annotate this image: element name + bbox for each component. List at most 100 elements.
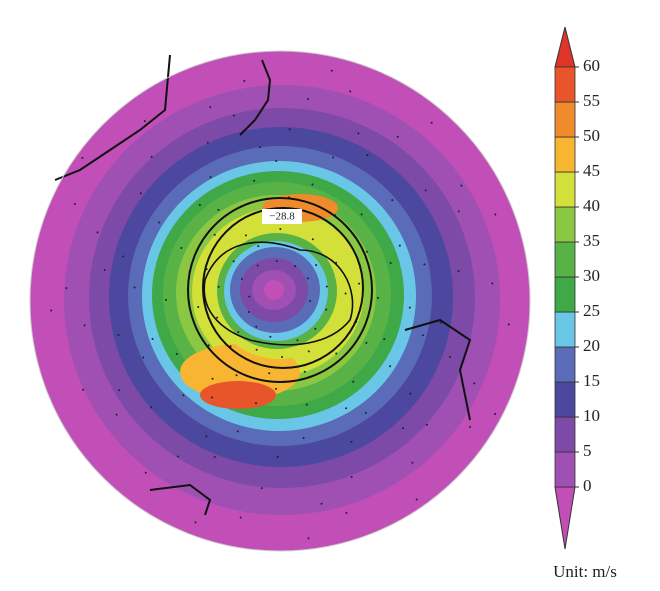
grid-dot xyxy=(366,154,369,157)
grid-dot xyxy=(117,333,120,336)
grid-dot xyxy=(345,511,348,514)
colorbar-bin xyxy=(554,381,576,418)
contours xyxy=(54,54,472,516)
colorbar-bin xyxy=(554,171,576,208)
label-box xyxy=(262,209,302,224)
grid-dot xyxy=(243,79,246,82)
grid-dot xyxy=(151,337,154,340)
grid-dot xyxy=(307,97,310,100)
grid-dot xyxy=(165,298,168,301)
grid-dot xyxy=(122,255,125,258)
grid-dot xyxy=(50,309,53,312)
grid-dot xyxy=(421,334,424,337)
map-border xyxy=(29,50,531,552)
grid-dot xyxy=(457,270,460,273)
coastline xyxy=(404,318,472,421)
grid-dot xyxy=(118,389,121,392)
grid-dot xyxy=(449,356,452,359)
grid-dot xyxy=(144,471,147,474)
grid-dot xyxy=(239,516,242,519)
grid-dot xyxy=(158,221,161,224)
grid-dot xyxy=(143,120,146,123)
grid-dot xyxy=(398,244,401,247)
grid-dot xyxy=(175,352,178,355)
grid-dot xyxy=(206,141,209,144)
colorbar-tick-label: 10 xyxy=(583,406,600,425)
grid-dot xyxy=(248,295,251,298)
colorbar-tick-label: 25 xyxy=(583,301,600,320)
grid-dot xyxy=(139,192,142,195)
grid-dot xyxy=(349,90,352,93)
grid-dot xyxy=(332,156,335,159)
grid-dot xyxy=(409,392,412,395)
colorbar-bin xyxy=(554,136,576,173)
grid-dot xyxy=(491,282,494,285)
grid-dot xyxy=(469,426,472,429)
grid-dot xyxy=(457,210,460,213)
grid-dot xyxy=(217,208,220,211)
coastline xyxy=(203,241,354,346)
grid-dot xyxy=(96,231,99,234)
grid-dot xyxy=(73,202,76,205)
contour-line xyxy=(202,207,364,369)
grid-dot xyxy=(150,155,153,158)
grid-dot xyxy=(325,285,328,288)
grid-dot xyxy=(194,521,197,524)
grid-dot xyxy=(345,407,348,410)
grid-dot xyxy=(197,306,200,309)
grid-dot xyxy=(259,146,262,149)
grid-dot xyxy=(211,396,214,399)
grid-dot xyxy=(303,370,306,373)
colorbar-tick-label: 45 xyxy=(583,161,600,180)
grid-dot xyxy=(209,176,212,179)
coastline xyxy=(239,59,272,136)
colorbar-tick-label: 15 xyxy=(583,371,600,390)
colorbar: 0 5 10 15 20 25 30 35 40 45 50 55 60 xyxy=(554,26,600,550)
grid-dot xyxy=(473,382,476,385)
grid-dot xyxy=(396,135,399,138)
grid-dot xyxy=(232,114,235,117)
contour-line xyxy=(187,197,373,383)
grid-dot xyxy=(254,402,257,405)
grid-dot xyxy=(305,403,308,406)
grid-dot xyxy=(217,285,220,288)
grid-dot xyxy=(207,344,210,347)
grid-dot xyxy=(360,213,363,216)
grid-dot xyxy=(357,132,360,135)
grid-dot xyxy=(423,263,426,266)
grid-dot xyxy=(253,179,256,182)
grid-dot xyxy=(315,264,318,267)
grid-dot xyxy=(425,423,428,426)
grid-dot xyxy=(236,430,239,433)
grid-dot xyxy=(309,300,311,302)
grid-dot xyxy=(247,311,250,314)
grid-dot xyxy=(389,261,392,264)
grid-dot xyxy=(274,387,277,390)
grid-dot xyxy=(311,183,314,186)
grid-dot xyxy=(182,394,185,397)
grid-dot xyxy=(314,327,317,330)
colorbar-tick-label: 0 xyxy=(583,476,592,495)
grid-dot xyxy=(365,341,368,344)
grid-dot xyxy=(65,287,68,290)
grid-dot xyxy=(296,339,299,342)
grid-dot xyxy=(275,160,278,163)
grid-dot xyxy=(507,323,510,326)
grid-dot xyxy=(430,121,433,124)
contour-fill xyxy=(200,381,276,409)
grid-dot xyxy=(330,69,333,72)
colorbar-bin xyxy=(554,101,576,138)
grid-dot xyxy=(350,440,353,443)
grid-dot xyxy=(142,356,145,359)
grid-dot xyxy=(133,286,136,289)
colorbar-bin xyxy=(554,346,576,383)
grid-dot xyxy=(294,265,297,268)
grid-dot xyxy=(276,455,279,458)
grid-dot xyxy=(383,338,386,341)
grid-dot xyxy=(209,106,212,109)
grid-dot xyxy=(198,204,201,207)
grid-dot xyxy=(235,374,238,377)
grid-dot xyxy=(150,406,153,409)
grid-dot xyxy=(205,435,208,438)
